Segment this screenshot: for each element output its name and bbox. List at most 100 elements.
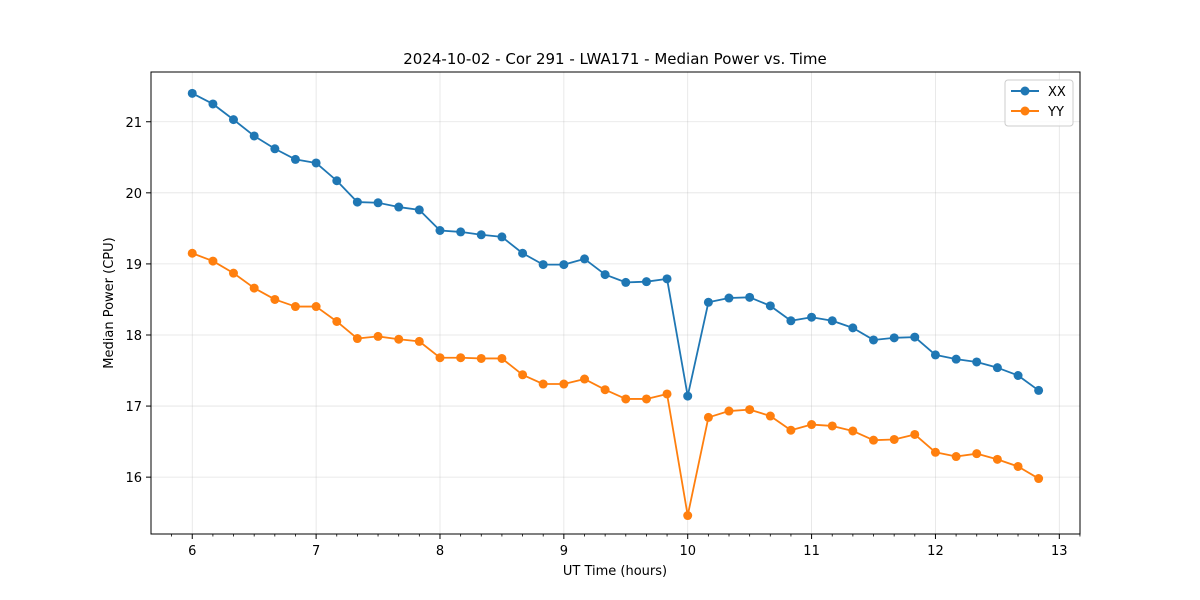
data-point-xx bbox=[249, 131, 259, 141]
data-point-xx bbox=[786, 316, 796, 326]
legend-marker-xx bbox=[1020, 86, 1030, 96]
data-point-yy bbox=[910, 429, 920, 439]
data-point-yy bbox=[290, 302, 300, 312]
data-point-xx bbox=[456, 227, 466, 237]
data-point-yy bbox=[621, 394, 631, 404]
data-point-yy bbox=[518, 370, 528, 380]
data-point-xx bbox=[910, 332, 920, 342]
data-point-yy bbox=[600, 385, 610, 395]
data-point-xx bbox=[724, 293, 734, 303]
data-point-xx bbox=[600, 270, 610, 280]
data-point-yy bbox=[249, 283, 259, 293]
grid bbox=[151, 72, 1080, 534]
data-point-xx bbox=[332, 176, 342, 186]
data-point-yy bbox=[889, 434, 899, 444]
data-point-xx bbox=[869, 335, 879, 345]
data-point-xx bbox=[683, 391, 693, 401]
data-point-xx bbox=[807, 312, 817, 322]
data-point-yy bbox=[414, 336, 424, 346]
legend-marker-yy bbox=[1020, 106, 1030, 116]
data-point-yy bbox=[683, 511, 693, 521]
data-point-yy bbox=[786, 425, 796, 435]
x-tick-label: 11 bbox=[803, 544, 820, 559]
data-point-yy bbox=[662, 389, 672, 399]
data-point-xx bbox=[951, 354, 961, 364]
data-point-yy bbox=[559, 379, 569, 389]
x-tick-label: 9 bbox=[560, 544, 568, 559]
data-point-yy bbox=[538, 379, 548, 389]
x-tick-label: 10 bbox=[679, 544, 696, 559]
data-point-xx bbox=[703, 297, 713, 307]
data-point-yy bbox=[807, 420, 817, 430]
x-tick-label: 6 bbox=[188, 544, 196, 559]
y-tick-label: 19 bbox=[125, 258, 142, 273]
legend-label-xx: XX bbox=[1048, 85, 1066, 100]
data-point-yy bbox=[228, 268, 238, 278]
data-point-yy bbox=[270, 294, 280, 304]
data-point-yy bbox=[332, 316, 342, 326]
data-point-yy bbox=[373, 331, 383, 341]
data-point-yy bbox=[456, 353, 466, 363]
y-tick-label: 16 bbox=[125, 471, 142, 486]
data-point-xx bbox=[992, 363, 1002, 373]
data-point-yy bbox=[394, 334, 404, 344]
data-point-yy bbox=[497, 353, 507, 363]
data-point-xx bbox=[435, 226, 445, 236]
data-point-yy bbox=[869, 435, 879, 445]
x-tick-label: 7 bbox=[312, 544, 320, 559]
y-axis-label: Median Power (CPU) bbox=[102, 237, 117, 368]
data-point-yy bbox=[930, 447, 940, 457]
data-point-xx bbox=[414, 205, 424, 215]
data-point-yy bbox=[187, 248, 197, 258]
data-point-xx bbox=[559, 260, 569, 270]
axes-frame bbox=[150, 71, 1081, 535]
data-point-yy bbox=[848, 426, 858, 436]
data-point-yy bbox=[765, 411, 775, 421]
legend: XX YY bbox=[1004, 79, 1074, 127]
x-tick-label: 13 bbox=[1051, 544, 1068, 559]
data-point-xx bbox=[1034, 385, 1044, 395]
data-point-xx bbox=[765, 301, 775, 311]
x-tick-label: 8 bbox=[436, 544, 444, 559]
data-point-yy bbox=[641, 394, 651, 404]
data-point-yy bbox=[476, 353, 486, 363]
y-tick-label: 20 bbox=[125, 187, 142, 202]
data-point-yy bbox=[311, 302, 321, 312]
data-point-xx bbox=[745, 292, 755, 302]
data-point-xx bbox=[662, 274, 672, 284]
data-point-xx bbox=[290, 154, 300, 164]
x-axis-label: UT Time (hours) bbox=[563, 564, 667, 579]
data-point-xx bbox=[930, 350, 940, 360]
data-point-xx bbox=[208, 99, 218, 109]
data-point-xx bbox=[848, 323, 858, 333]
data-point-xx bbox=[187, 88, 197, 98]
data-point-yy bbox=[951, 452, 961, 462]
data-point-xx bbox=[228, 115, 238, 125]
data-point-xx bbox=[889, 333, 899, 343]
data-point-xx bbox=[972, 357, 982, 367]
data-point-yy bbox=[724, 406, 734, 416]
data-point-yy bbox=[703, 412, 713, 422]
data-point-xx bbox=[270, 144, 280, 154]
data-point-yy bbox=[745, 405, 755, 415]
data-point-xx bbox=[641, 277, 651, 287]
y-tick-label: 21 bbox=[125, 116, 142, 131]
data-point-yy bbox=[208, 256, 218, 266]
chart-title: 2024-10-02 - Cor 291 - LWA171 - Median P… bbox=[403, 50, 827, 68]
data-point-yy bbox=[1013, 461, 1023, 471]
data-point-xx bbox=[476, 230, 486, 240]
data-point-xx bbox=[1013, 370, 1023, 380]
data-point-yy bbox=[992, 454, 1002, 464]
data-point-yy bbox=[1034, 474, 1044, 484]
data-point-yy bbox=[827, 421, 837, 431]
data-point-xx bbox=[580, 254, 590, 264]
data-point-yy bbox=[972, 449, 982, 459]
data-point-yy bbox=[352, 334, 362, 344]
data-point-xx bbox=[621, 277, 631, 287]
data-point-yy bbox=[435, 353, 445, 363]
data-point-yy bbox=[580, 374, 590, 384]
y-tick-label: 18 bbox=[125, 329, 142, 344]
series-layer bbox=[187, 88, 1044, 521]
ticks: 6 7 8 9 10 11 12 13 16 17 18 19 20 21 bbox=[125, 116, 1081, 559]
